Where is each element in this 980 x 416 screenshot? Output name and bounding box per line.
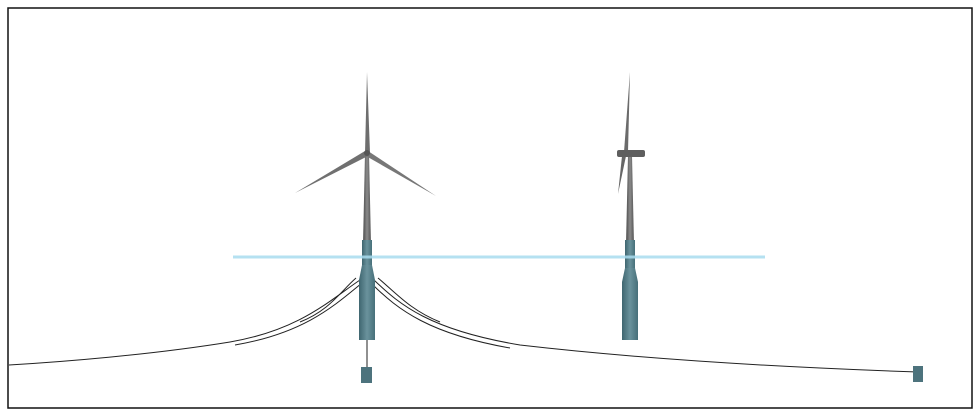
blade: [295, 151, 368, 193]
mooring-line: [299, 277, 357, 323]
frame: [7, 7, 973, 409]
blade: [618, 156, 626, 194]
nacelle: [617, 150, 645, 157]
mooring-line: [377, 277, 441, 323]
mooring-line: [373, 279, 919, 373]
mooring-line: [371, 283, 511, 349]
tower: [363, 153, 371, 245]
hub: [364, 150, 370, 156]
anchor: [361, 367, 372, 383]
spar-top: [625, 240, 635, 268]
mooring-line: [234, 282, 363, 346]
mooring-lines: [8, 277, 919, 373]
blade: [365, 72, 370, 153]
blade: [624, 72, 630, 152]
spar: [359, 265, 375, 340]
tower: [626, 155, 634, 245]
spar: [622, 268, 638, 340]
spar-top: [362, 240, 372, 265]
turbine: [617, 72, 645, 340]
anchor: [913, 366, 923, 382]
mooring-line: [8, 279, 361, 366]
turbine: [295, 72, 436, 340]
blade: [366, 151, 436, 196]
